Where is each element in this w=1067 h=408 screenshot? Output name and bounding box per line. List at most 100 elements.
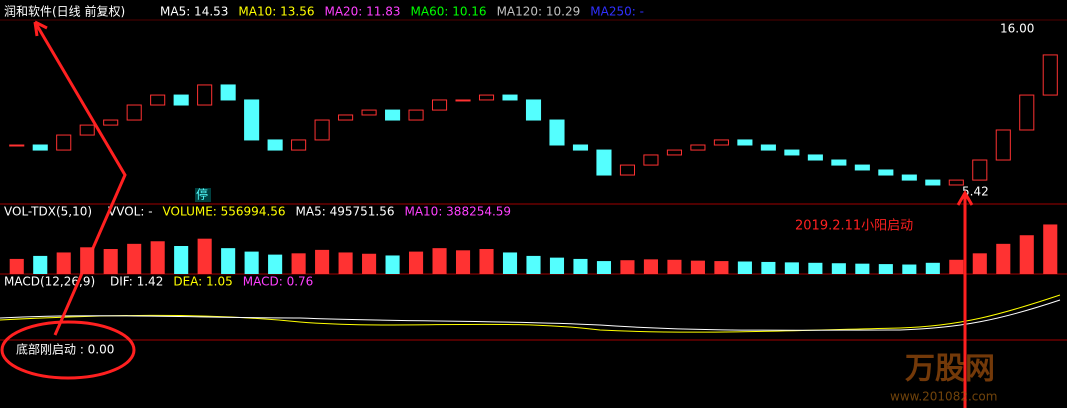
volume-title: VOL-TDX(5,10) <box>4 205 92 219</box>
volume-bar <box>643 259 658 274</box>
legend-item: MA5: 14.53 <box>160 5 228 19</box>
macd-line <box>0 294 1061 333</box>
volume-bar <box>831 263 846 274</box>
candle <box>878 169 894 176</box>
volume-bar <box>714 261 729 274</box>
candle <box>431 99 448 111</box>
volume-bar <box>573 258 588 274</box>
circle-annotation <box>0 320 136 380</box>
candle <box>197 84 213 106</box>
candle <box>596 149 612 176</box>
volume-bar <box>479 249 494 274</box>
stock-title: 润和软件(日线 前复权) <box>4 4 125 19</box>
watermark-brand: 万股网 <box>905 352 995 387</box>
candle <box>948 179 964 186</box>
volume-bar <box>174 246 189 274</box>
volume-bar <box>949 259 964 274</box>
volume-bar <box>9 258 24 274</box>
volume-bar <box>761 261 776 274</box>
volume-bar <box>244 251 259 274</box>
volume-bar <box>127 243 142 274</box>
volume-bar <box>737 261 752 274</box>
candle <box>784 149 800 156</box>
candle <box>314 119 330 141</box>
candle <box>643 154 659 166</box>
candle <box>502 94 518 101</box>
candle <box>737 139 753 146</box>
candle <box>619 164 636 176</box>
volume-bar <box>103 249 118 274</box>
volume-bar <box>502 252 518 274</box>
candle <box>9 144 25 147</box>
candle <box>338 114 354 121</box>
volume-bar <box>972 253 987 274</box>
candle <box>56 134 72 151</box>
volume-bar <box>925 262 940 274</box>
legend-item: MACD: 0.76 <box>243 275 314 289</box>
candle <box>901 174 917 181</box>
legend-item: MA120: 10.29 <box>497 5 581 19</box>
dif-line <box>0 299 1061 331</box>
candle <box>1042 54 1058 96</box>
candle <box>690 144 706 151</box>
volume-bar <box>338 252 353 274</box>
candle <box>361 109 377 116</box>
candle <box>972 159 988 181</box>
candle <box>126 104 142 121</box>
candle <box>1019 94 1035 131</box>
volume-bar <box>620 260 635 274</box>
volume-bar <box>80 247 95 274</box>
legend-item: MA10: 388254.59 <box>404 205 511 219</box>
volume-bar <box>315 249 330 274</box>
candle <box>220 84 236 101</box>
volume-bar <box>221 248 236 274</box>
volume-bar <box>150 241 165 274</box>
arrow-annotation <box>956 190 974 408</box>
candle <box>995 129 1011 161</box>
candle <box>666 149 682 156</box>
legend-item: MA10: 13.56 <box>238 5 314 19</box>
volume-bar <box>33 255 48 274</box>
volume-bar <box>596 261 612 274</box>
candle <box>478 94 495 101</box>
arrow-annotation <box>33 21 127 336</box>
candle <box>244 99 260 141</box>
macd-title: MACD(12,26,9) <box>4 275 95 289</box>
volume-bar <box>362 253 377 274</box>
volume-bar <box>455 250 471 274</box>
candle <box>854 164 870 171</box>
volume-bar <box>996 243 1011 274</box>
volume-bar <box>385 255 400 274</box>
candle <box>713 139 729 146</box>
candle <box>455 99 471 102</box>
low-label: 5.42 <box>962 185 989 199</box>
candle <box>831 159 847 166</box>
legend-item: MA250: - <box>590 5 644 19</box>
legend-item: VOLUME: 556994.56 <box>163 205 286 219</box>
macd-legend: DIF: 1.42 DEA: 1.05 MACD: 0.76 <box>110 275 313 289</box>
volume-bar <box>690 260 705 274</box>
halt-label: 停 <box>196 187 208 202</box>
high-label: 16.00 <box>1000 22 1034 36</box>
volume-bar <box>268 254 283 274</box>
volume-bar <box>549 257 565 274</box>
volume-bar <box>902 264 917 274</box>
volume-bar <box>409 251 424 274</box>
arrow-head <box>33 20 48 37</box>
candle <box>925 179 941 186</box>
note: 2019.2.11小阳启动 <box>795 219 913 234</box>
volume-legend: VVOL: - VOLUME: 556994.56 MA5: 495751.56 MA… <box>108 205 511 219</box>
volume-bar <box>855 263 870 274</box>
volume-bar <box>878 264 893 274</box>
legend-item: DEA: 1.05 <box>173 275 232 289</box>
legend-item: MA60: 10.16 <box>411 5 487 19</box>
candle <box>267 139 283 151</box>
candle <box>173 94 189 106</box>
candle <box>103 119 119 126</box>
volume-bar <box>1043 224 1058 274</box>
volume-bar <box>526 255 541 274</box>
legend-item: MA20: 11.83 <box>324 5 400 19</box>
halt-box <box>195 188 211 202</box>
volume-bar <box>291 253 306 274</box>
